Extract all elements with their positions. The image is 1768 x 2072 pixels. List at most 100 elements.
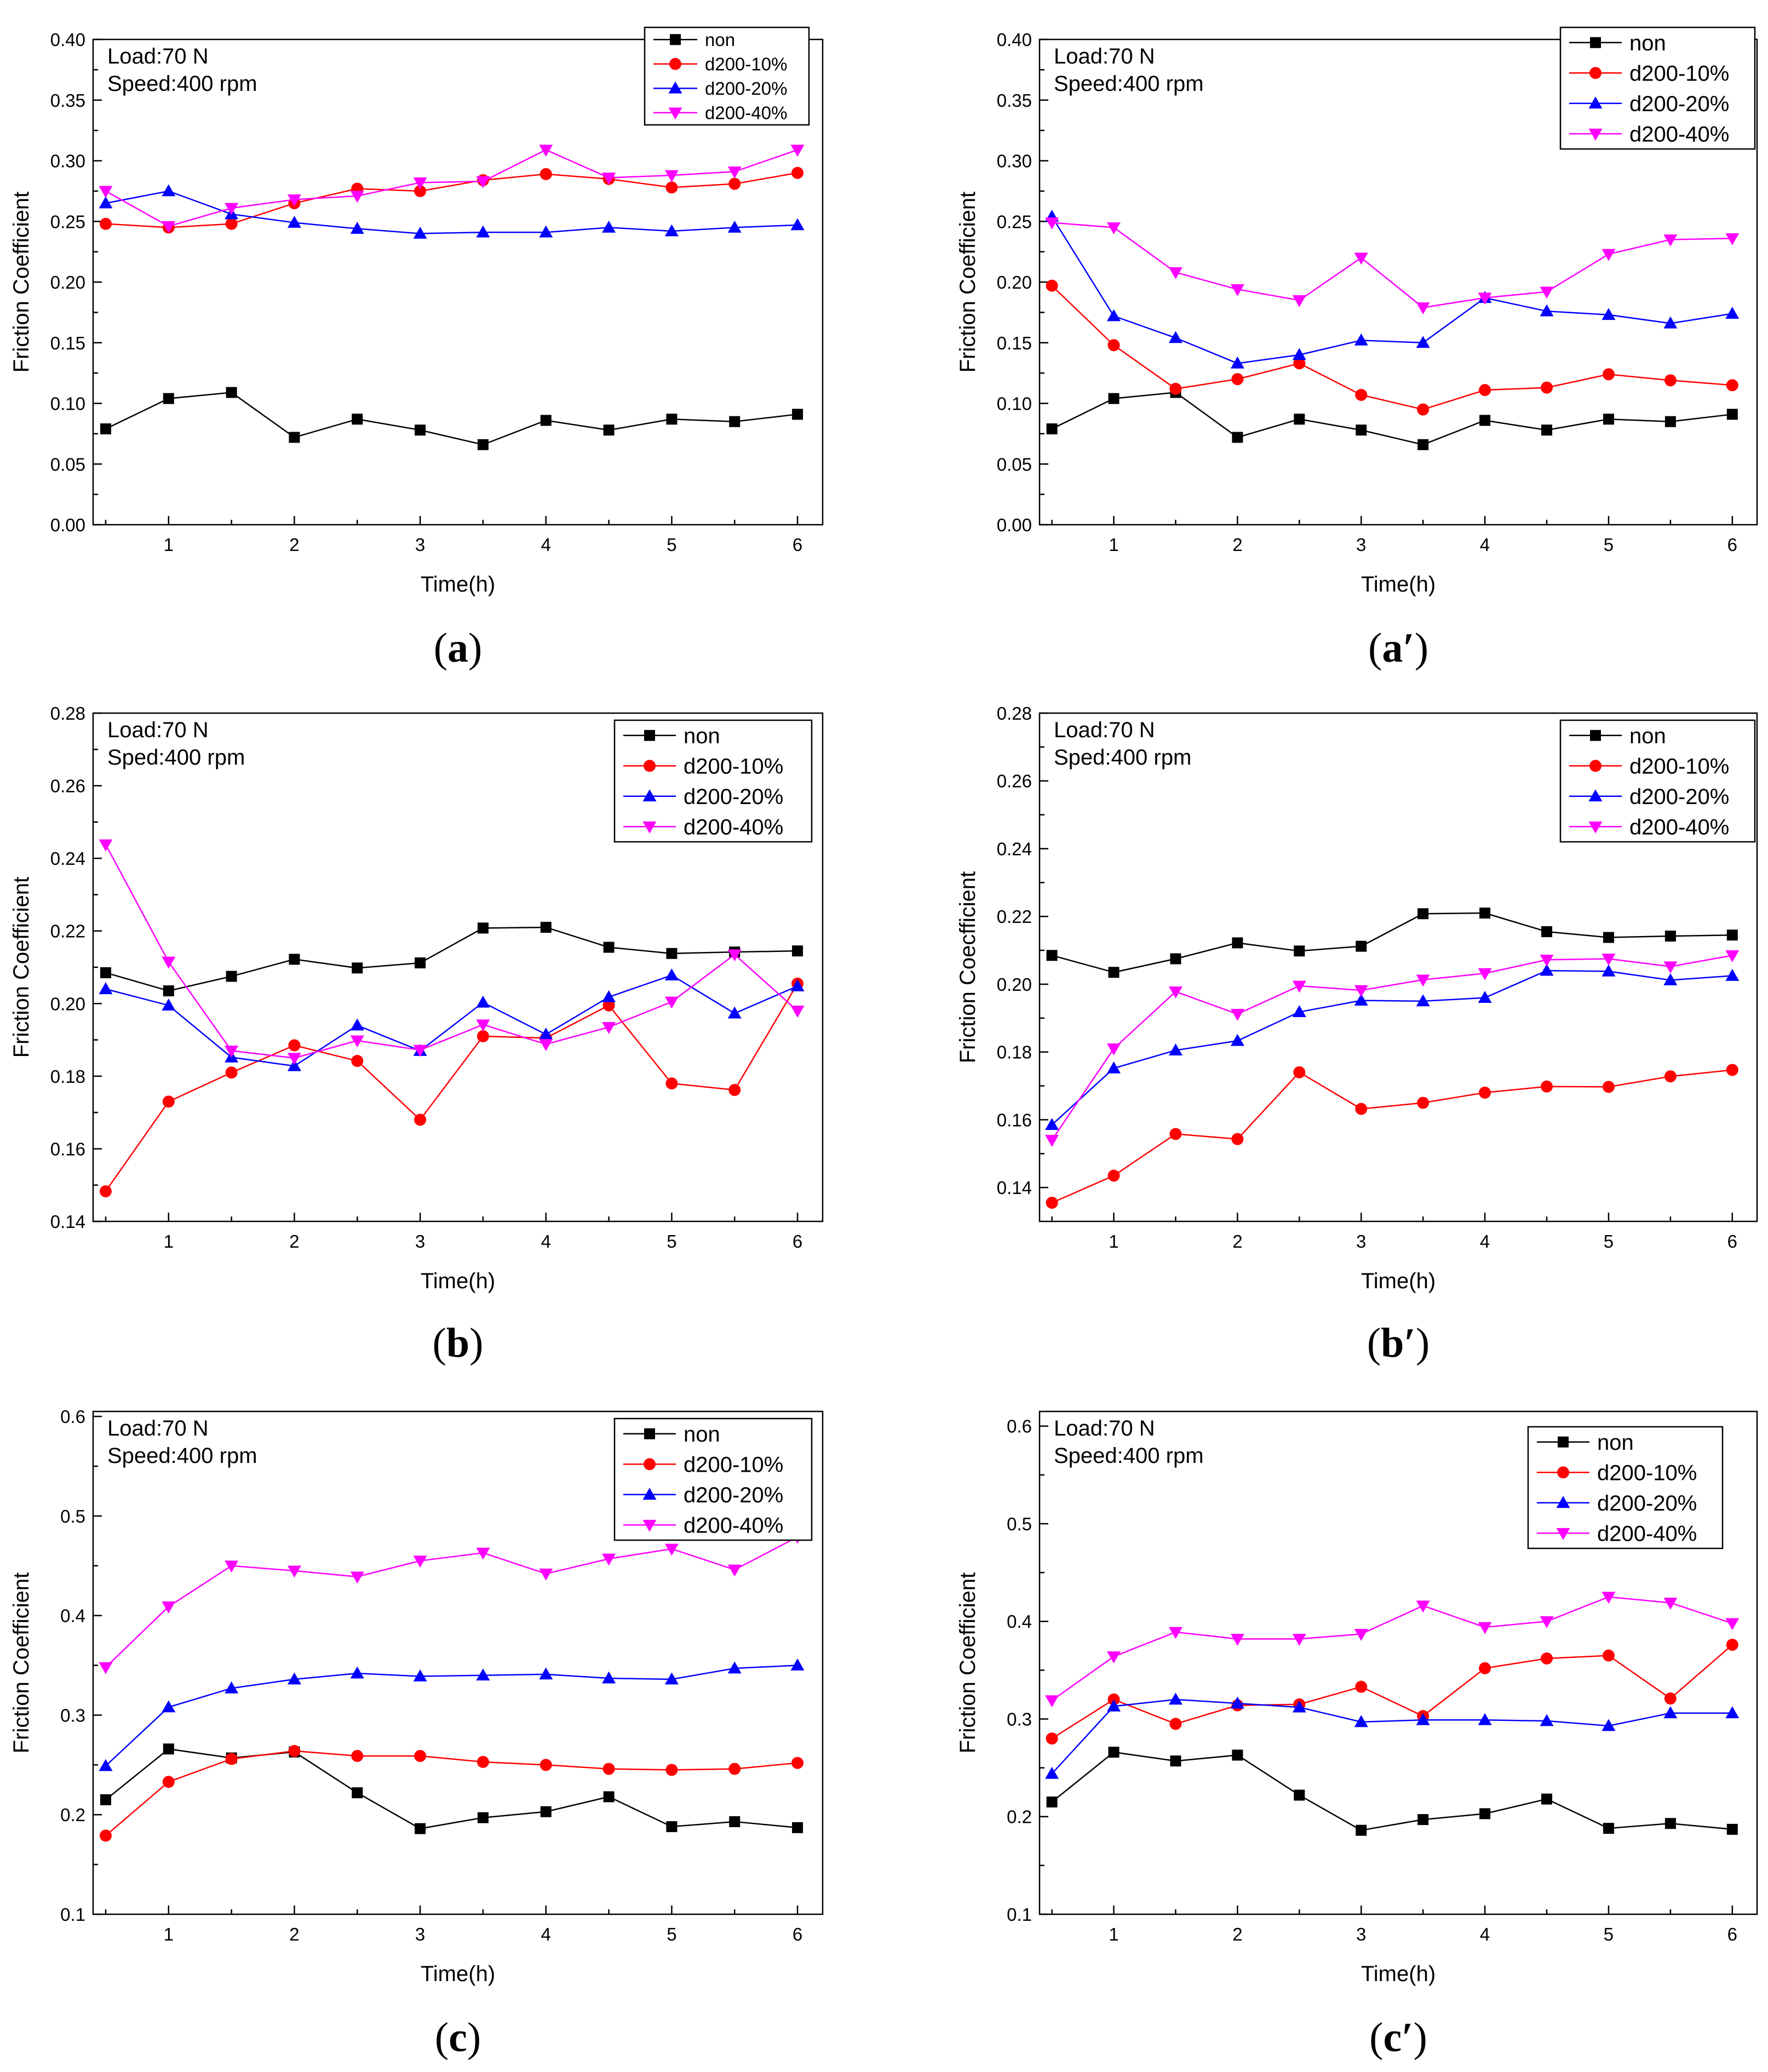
data-point (1231, 373, 1244, 386)
data-point (1478, 991, 1492, 1003)
series-d200-20pct (99, 184, 805, 239)
legend-label: d200-10% (684, 1453, 783, 1477)
data-point (413, 1556, 427, 1568)
data-point (225, 1753, 238, 1765)
data-point (1046, 423, 1058, 435)
data-point (1726, 929, 1738, 941)
y-tick-label: 0.4 (1007, 1611, 1032, 1632)
data-point (352, 1787, 363, 1799)
data-point (1169, 1128, 1182, 1140)
data-point (99, 196, 113, 209)
data-point (477, 439, 489, 450)
data-point (792, 945, 803, 957)
data-point (1478, 1713, 1492, 1725)
x-tick-label: 6 (1727, 1231, 1737, 1252)
data-point (539, 1028, 553, 1040)
series-d200-10pct (99, 167, 804, 234)
data-point (414, 1749, 427, 1762)
x-tick-label: 3 (415, 1924, 425, 1944)
panel-caption: (b′) (1367, 1320, 1430, 1366)
data-point (790, 979, 805, 991)
condition-annotation: Sped:400 rpm (1054, 745, 1191, 770)
data-point (100, 1794, 111, 1805)
data-point (415, 957, 426, 969)
data-point (1294, 414, 1305, 425)
x-axis-label: Time(h) (421, 572, 495, 596)
x-tick-label: 1 (164, 1231, 174, 1252)
series-d200-40pct (1045, 950, 1740, 1147)
series-d200-10pct (99, 1744, 804, 1842)
data-point (1725, 233, 1740, 245)
data-point (1601, 1719, 1616, 1731)
data-point (1726, 409, 1738, 420)
data-point (727, 949, 742, 962)
data-point (603, 942, 615, 953)
data-point (1541, 1793, 1553, 1805)
data-point (792, 1822, 803, 1833)
legend: non d200-10% d200-20% d200-40% (1559, 719, 1756, 843)
data-point (226, 971, 237, 982)
x-axis-label: Time(h) (421, 1269, 495, 1293)
data-point (1230, 284, 1244, 296)
data-point (1355, 1103, 1368, 1115)
data-point (1045, 1766, 1059, 1779)
data-point (1108, 393, 1120, 404)
data-point (1603, 932, 1614, 943)
legend-label: non (684, 724, 720, 748)
data-point (729, 416, 741, 427)
y-tick-label: 0.30 (50, 151, 85, 171)
data-point (1416, 994, 1430, 1007)
data-point (1046, 950, 1058, 961)
data-point (1540, 304, 1554, 317)
series-line (1052, 912, 1732, 973)
data-point (1168, 1692, 1183, 1705)
legend-label: d200-10% (1629, 61, 1729, 85)
data-point (1107, 339, 1120, 352)
series-d200-40pct (99, 839, 805, 1065)
data-point (539, 168, 552, 180)
data-point (1417, 1814, 1429, 1826)
legend-label: non (1597, 1431, 1634, 1455)
data-point (1107, 1651, 1121, 1663)
data-point (1725, 968, 1740, 981)
data-point (664, 170, 679, 182)
series-line (1051, 1644, 1733, 1740)
y-tick-label: 0.1 (1007, 1904, 1032, 1925)
data-point (476, 225, 490, 238)
data-point (539, 1759, 552, 1771)
data-point (162, 1095, 175, 1108)
data-point (476, 1668, 490, 1681)
y-tick-label: 0.4 (60, 1606, 85, 1626)
data-point (664, 224, 679, 237)
y-tick-label: 0.28 (50, 703, 85, 724)
data-point (162, 1776, 175, 1788)
data-point (1107, 1699, 1121, 1712)
x-tick-label: 5 (1604, 1231, 1614, 1252)
y-tick-label: 0.14 (997, 1178, 1032, 1198)
data-point (1541, 926, 1553, 938)
series-line (105, 926, 798, 992)
data-point (415, 1823, 426, 1834)
y-tick-label: 0.18 (50, 1066, 85, 1087)
legend: non d200-10% d200-20% d200-40% (1527, 1426, 1724, 1549)
series-line (1051, 285, 1732, 410)
data-point (1541, 424, 1553, 436)
x-axis-label: Time(h) (1361, 572, 1436, 596)
data-point (1169, 382, 1182, 395)
data-point (1170, 1755, 1181, 1767)
data-point (287, 215, 301, 228)
panel-caption: (c) (435, 2014, 481, 2060)
x-axis-label: Time(h) (421, 1962, 495, 1986)
data-point (163, 985, 174, 997)
series-non (100, 1743, 803, 1834)
data-point (225, 203, 239, 215)
data-point (1416, 974, 1430, 987)
data-point (791, 1757, 804, 1769)
condition-annotation: Load:70 N (107, 1416, 209, 1440)
data-point (162, 184, 176, 197)
data-point (1170, 953, 1181, 965)
data-point (1230, 1009, 1244, 1021)
condition-annotation: Speed:400 rpm (107, 72, 257, 96)
data-point (792, 409, 803, 420)
y-axis-label: Friction Coefficient (956, 1572, 980, 1754)
